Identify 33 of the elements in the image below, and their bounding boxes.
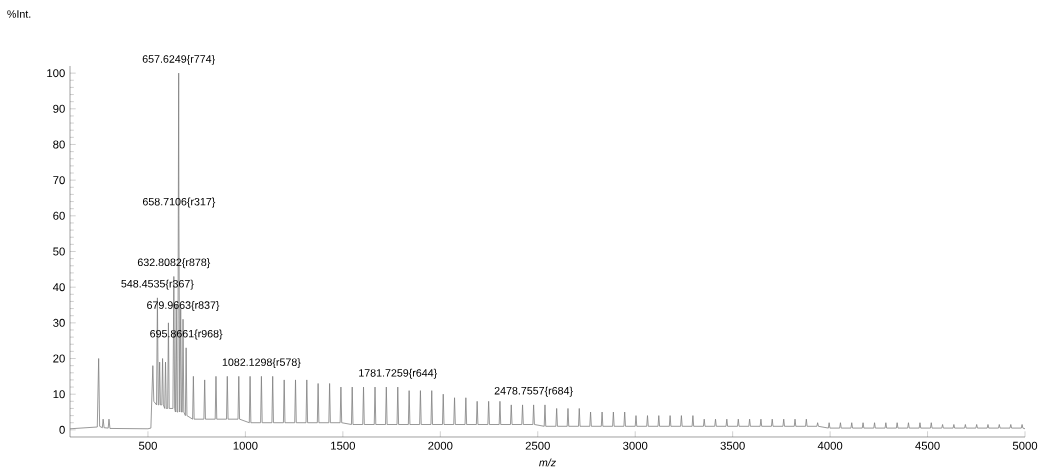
x-tick-label: 5000 xyxy=(1012,441,1038,450)
y-tick-label: 40 xyxy=(52,283,65,292)
x-tick-label: 2000 xyxy=(428,441,453,450)
annotation: 548.4535{r367} xyxy=(121,279,194,290)
y-tick-label: 20 xyxy=(53,354,65,363)
y-tick-label: 0 xyxy=(59,425,65,434)
x-tick-label: 3500 xyxy=(720,441,745,450)
y-tick-label: 70 xyxy=(53,176,65,185)
x-axis-title: m/z xyxy=(539,458,556,467)
annotation: 679.9663{r837} xyxy=(147,301,220,312)
y-tick-label: 30 xyxy=(53,318,65,327)
y-tick-label: 100 xyxy=(47,69,65,78)
annotation: 2478.7557{r684} xyxy=(494,386,573,397)
annotation: 695.8661{r968} xyxy=(150,329,223,340)
x-tick-label: 4000 xyxy=(817,441,843,450)
y-tick-label: 60 xyxy=(53,211,65,220)
annotation: 1082.1298{r578} xyxy=(222,358,301,369)
x-tick-label: 2500 xyxy=(525,441,550,450)
y-axis-title: %Int. xyxy=(7,10,31,18)
annotation: 657.6249{r774} xyxy=(142,54,215,65)
annotation: 658.7106{r317} xyxy=(142,197,216,208)
line-series xyxy=(69,72,1026,430)
annotation: 632.8082{r878} xyxy=(137,258,211,269)
y-tick-label: 10 xyxy=(53,390,65,399)
annotation: 1781.7259{r644} xyxy=(359,368,438,379)
x-tick-label: 3000 xyxy=(623,441,648,450)
x-tick-label: 500 xyxy=(138,441,157,450)
y-tick-label: 50 xyxy=(53,247,65,256)
x-tick-label: 4500 xyxy=(915,441,940,450)
x-tick-label: 1500 xyxy=(331,441,356,450)
x-tick-label: 1000 xyxy=(233,441,258,450)
y-tick-label: 80 xyxy=(53,140,65,149)
y-tick-label: 90 xyxy=(53,104,65,113)
